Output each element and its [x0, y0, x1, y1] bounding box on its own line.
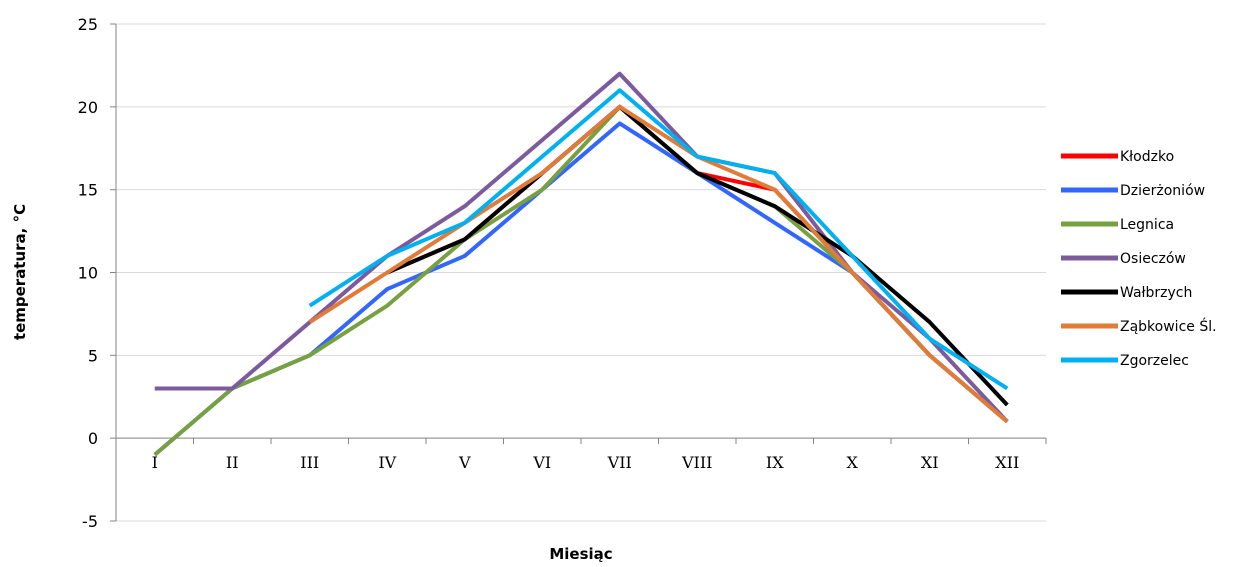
series-line-dzierżoniów	[153, 121, 1009, 457]
legend: Kłodzko Dzierżoniów Legnica Osieczów Wałbrzy…	[1061, 149, 1217, 369]
y-tick-label: -5	[82, 512, 98, 531]
x-tick-label: VIII	[681, 453, 713, 472]
y-tick-label: 10	[78, 264, 98, 283]
y-tick-label: 0	[88, 429, 98, 448]
series-line-wałbrzych	[386, 104, 1009, 407]
x-tick-label: II	[226, 453, 239, 472]
legend-label: Legnica	[1120, 217, 1174, 233]
y-tick-labels: -5 0 5 10 15 20 25	[78, 15, 98, 531]
legend-label: Osieczów	[1120, 251, 1186, 267]
y-tick-label: 15	[78, 181, 98, 200]
legend-item: Kłodzko	[1061, 149, 1174, 165]
x-tick-label: IV	[378, 453, 396, 472]
legend-item: Dzierżoniów	[1061, 183, 1205, 199]
x-tick-label: X	[847, 453, 859, 472]
x-tick-label: V	[458, 453, 471, 472]
x-axis-label: Miesiąc	[549, 545, 612, 563]
legend-label: Ząbkowice Śl.	[1120, 317, 1217, 335]
series-line-ząbkowice-śl	[308, 104, 1009, 424]
x-tick-label: III	[300, 453, 319, 472]
x-tick-label: VI	[532, 453, 551, 472]
x-tick-label: VII	[607, 453, 632, 472]
y-axis-label: temperatura, °C	[11, 204, 29, 340]
legend-item: Zgorzelec	[1061, 353, 1189, 369]
legend-label: Zgorzelec	[1120, 353, 1189, 369]
legend-item: Ząbkowice Śl.	[1061, 317, 1217, 335]
x-tick-label: I	[152, 453, 158, 472]
axes	[115, 24, 1047, 521]
y-tick-label: 5	[88, 346, 98, 365]
x-tick-label: XI	[921, 453, 939, 472]
series-line-zgorzelec	[308, 88, 1009, 391]
x-tick-labels: I II III IV V VI VII VIII IX X XI XII	[152, 453, 1020, 472]
legend-item: Osieczów	[1061, 251, 1186, 267]
x-tick-label: IX	[766, 453, 784, 472]
legend-label: Kłodzko	[1120, 149, 1174, 165]
x-tick-label: XII	[995, 453, 1019, 472]
legend-label: Dzierżoniów	[1120, 183, 1205, 199]
legend-label: Wałbrzych	[1120, 285, 1192, 301]
y-tick-label: 25	[78, 15, 98, 34]
grid	[110, 23, 1046, 522]
legend-item: Wałbrzych	[1061, 285, 1192, 301]
series-lines	[153, 71, 1009, 457]
y-tick-label: 20	[78, 98, 98, 117]
legend-item: Legnica	[1061, 217, 1174, 233]
